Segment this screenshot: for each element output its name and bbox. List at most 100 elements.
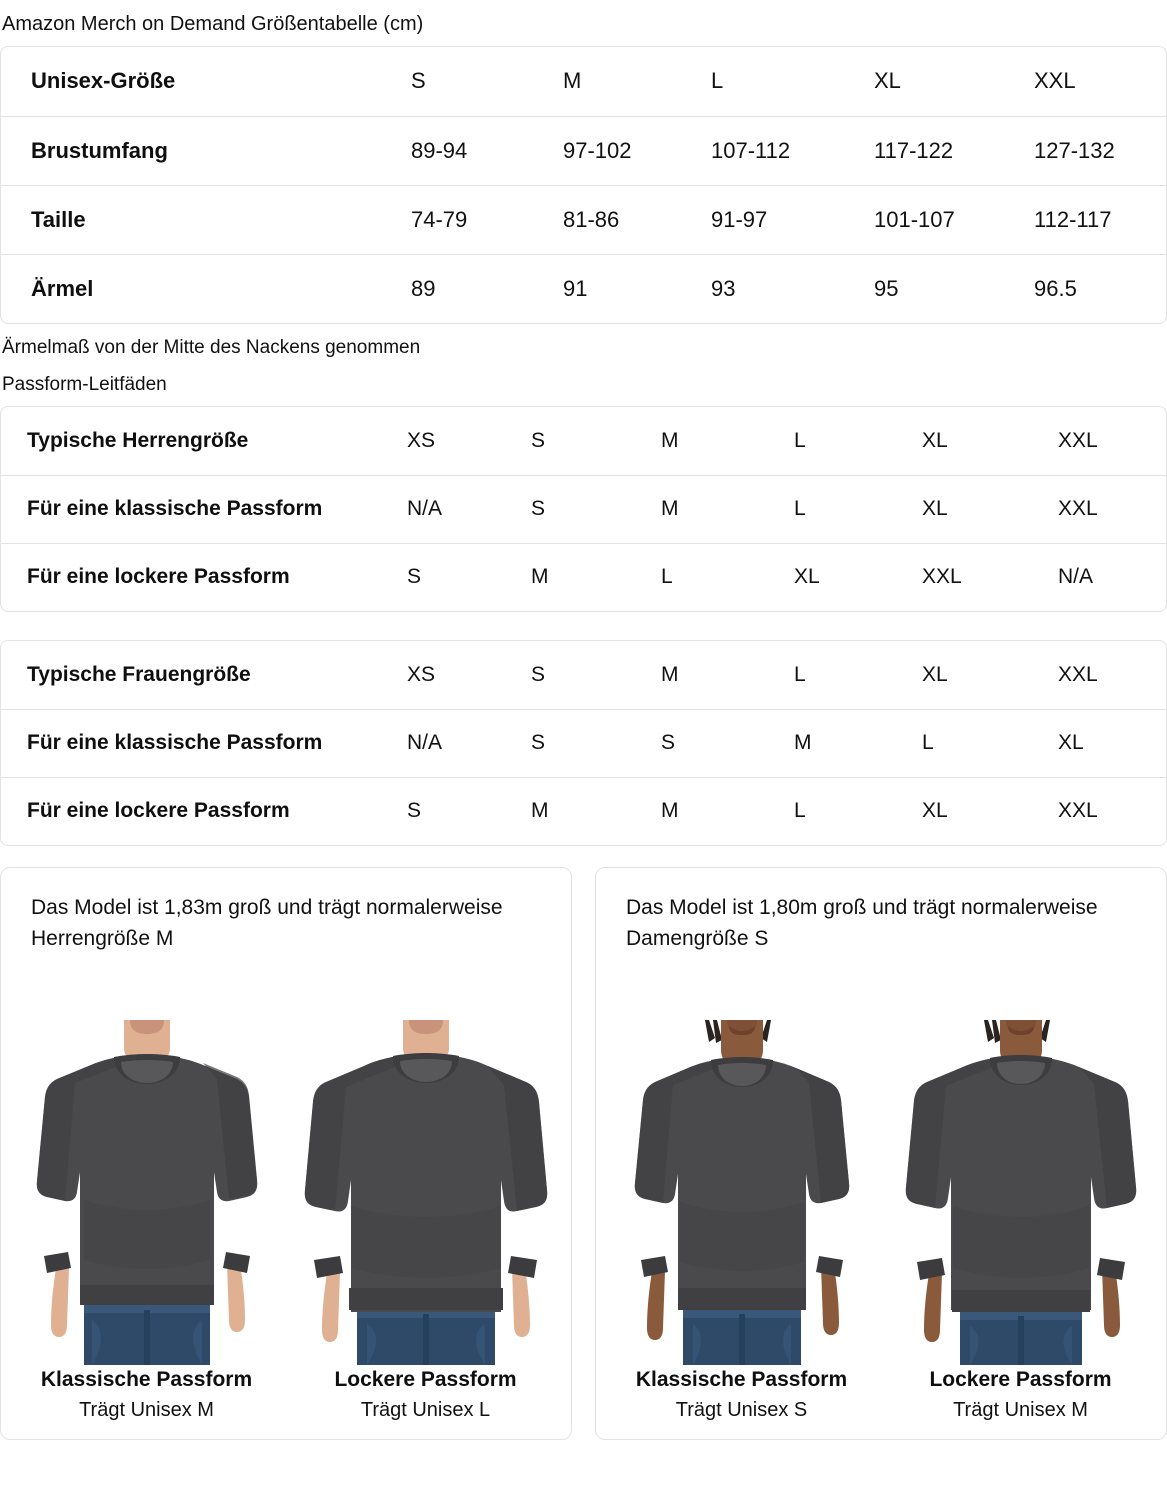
cell-value: 95 bbox=[874, 275, 899, 301]
cell-value: S bbox=[407, 565, 422, 589]
row-label: Typische Herrengröße bbox=[1, 407, 407, 476]
cell-value: M bbox=[661, 475, 794, 544]
table-row: Taille 74-79 81-86 91-97 101-107 112-117 bbox=[1, 185, 1166, 255]
cell-value: S bbox=[661, 709, 794, 778]
sleeve-measurement-note: Ärmelmaß von der Mitte des Nackens genom… bbox=[2, 337, 421, 358]
mens-fit-table: Typische Herrengröße XS S M L XL XXL Für… bbox=[1, 407, 1166, 611]
model-panels: Das Model ist 1,83m groß und trägt norma… bbox=[0, 867, 1167, 1440]
cell-value: XXL bbox=[1058, 799, 1098, 823]
table-row: Für eine klassische Passform N/A S M L X… bbox=[1, 475, 1166, 544]
caption-classic-fit-male: Klassische Passform Trägt Unisex M bbox=[7, 1365, 286, 1425]
male-model-classic-fit bbox=[7, 954, 286, 1365]
mens-model-figures bbox=[1, 954, 571, 1365]
row-label: Brustumfang bbox=[1, 116, 411, 186]
cell-value: S bbox=[407, 799, 422, 823]
cell-value: M bbox=[661, 641, 794, 710]
cell-value: M bbox=[531, 565, 549, 589]
womens-model-figures bbox=[596, 954, 1166, 1365]
female-model-classic-fit bbox=[602, 954, 881, 1365]
cell-value: L bbox=[794, 475, 922, 544]
cell-value: XXL bbox=[1058, 475, 1166, 544]
cell-value: S bbox=[531, 407, 661, 476]
fit-guides-heading: Passform-Leitfäden bbox=[2, 374, 167, 395]
fit-title: Lockere Passform bbox=[929, 1368, 1112, 1391]
cell-value: XXL bbox=[1034, 47, 1166, 117]
table-row: Typische Frauengröße XS S M L XL XXL bbox=[1, 641, 1166, 710]
cell-value: S bbox=[531, 709, 661, 778]
cell-value: S bbox=[531, 641, 661, 710]
fit-title: Lockere Passform bbox=[334, 1368, 517, 1391]
cell-value: XL bbox=[922, 475, 1058, 544]
cell-value: M bbox=[794, 709, 922, 778]
cell-value: L bbox=[794, 407, 922, 476]
cell-value: L bbox=[922, 709, 1058, 778]
womens-fit-table: Typische Frauengröße XS S M L XL XXL Für… bbox=[1, 641, 1166, 845]
table-row: Für eine lockere Passform S M L XL XXL N… bbox=[1, 543, 1166, 611]
cell-value: S bbox=[411, 47, 563, 117]
table-row: Ärmel 89 91 93 95 96.5 bbox=[1, 254, 1166, 323]
mens-figure-captions: Klassische Passform Trägt Unisex M Locke… bbox=[1, 1365, 571, 1439]
cell-value: M bbox=[661, 799, 679, 823]
cell-value: 91 bbox=[563, 275, 588, 301]
cell-value: XL bbox=[1058, 709, 1166, 778]
cell-value: XXL bbox=[922, 565, 962, 589]
cell-value: N/A bbox=[1058, 565, 1094, 589]
caption-relaxed-fit-male: Lockere Passform Trägt Unisex L bbox=[286, 1365, 565, 1425]
mens-model-description: Das Model ist 1,83m groß und trägt norma… bbox=[31, 896, 503, 950]
cell-value: XXL bbox=[1058, 641, 1166, 710]
fit-title: Klassische Passform bbox=[635, 1368, 848, 1391]
womens-model-panel: Das Model ist 1,80m groß und trägt norma… bbox=[595, 867, 1167, 1440]
row-label: Ärmel bbox=[31, 275, 94, 301]
cell-value: L bbox=[661, 565, 673, 589]
cell-value: XL bbox=[922, 799, 948, 823]
cell-value: XXL bbox=[1058, 407, 1166, 476]
cell-value: N/A bbox=[407, 475, 531, 544]
row-label: Für eine klassische Passform bbox=[1, 475, 407, 544]
cell-value: S bbox=[531, 475, 661, 544]
cell-value: M bbox=[661, 407, 794, 476]
cell-value: 74-79 bbox=[411, 185, 563, 255]
cell-value: 112-117 bbox=[1034, 185, 1166, 255]
fit-wears: Trägt Unisex L bbox=[360, 1399, 491, 1421]
cell-value: XS bbox=[407, 407, 531, 476]
row-label: Taille bbox=[1, 185, 411, 255]
cell-value: 117-122 bbox=[874, 116, 1034, 186]
cell-value: 93 bbox=[711, 275, 736, 301]
mens-fit-card: Typische Herrengröße XS S M L XL XXL Für… bbox=[0, 406, 1167, 612]
womens-figure-captions: Klassische Passform Trägt Unisex S Locke… bbox=[596, 1365, 1166, 1439]
male-relaxed-fit-illustration bbox=[304, 1020, 547, 1365]
cell-value: N/A bbox=[407, 709, 531, 778]
cell-value: 101-107 bbox=[874, 185, 1034, 255]
female-classic-fit-illustration bbox=[634, 1020, 849, 1365]
female-model-relaxed-fit bbox=[881, 954, 1160, 1365]
cell-value: 89-94 bbox=[411, 116, 563, 186]
fit-wears: Trägt Unisex M bbox=[79, 1399, 214, 1421]
row-label: Für eine lockere Passform bbox=[27, 565, 290, 589]
fit-wears: Trägt Unisex M bbox=[953, 1399, 1088, 1421]
table-row: Brustumfang 89-94 97-102 107-112 117-122… bbox=[1, 116, 1166, 186]
table-row: Unisex-Größe S M L XL XXL bbox=[1, 47, 1166, 117]
cell-value: XL bbox=[922, 407, 1058, 476]
cell-value: XL bbox=[922, 641, 1058, 710]
cell-value: 127-132 bbox=[1034, 116, 1166, 186]
cell-value: 89 bbox=[411, 275, 436, 301]
womens-fit-card: Typische Frauengröße XS S M L XL XXL Für… bbox=[0, 640, 1167, 846]
row-label: Typische Frauengröße bbox=[1, 641, 407, 710]
table-row: Typische Herrengröße XS S M L XL XXL bbox=[1, 407, 1166, 476]
row-label: Unisex-Größe bbox=[1, 47, 411, 117]
fit-wears: Trägt Unisex S bbox=[675, 1399, 808, 1421]
cell-value: XL bbox=[874, 47, 1034, 117]
cell-value: 97-102 bbox=[563, 116, 711, 186]
male-classic-fit-illustration bbox=[36, 1020, 257, 1365]
page-title: Amazon Merch on Demand Größentabelle (cm… bbox=[2, 13, 424, 35]
row-label: Für eine klassische Passform bbox=[1, 709, 407, 778]
male-model-relaxed-fit bbox=[286, 954, 565, 1365]
womens-model-description: Das Model ist 1,80m groß und trägt norma… bbox=[626, 896, 1098, 950]
table-row: Für eine lockere Passform S M M L XL XXL bbox=[1, 777, 1166, 845]
size-measurements-table: Unisex-Größe S M L XL XXL Brustumfang 89… bbox=[1, 47, 1166, 323]
cell-value: L bbox=[794, 799, 806, 823]
cell-value: 107-112 bbox=[711, 116, 874, 186]
cell-value: XS bbox=[407, 641, 531, 710]
cell-value: L bbox=[794, 641, 922, 710]
